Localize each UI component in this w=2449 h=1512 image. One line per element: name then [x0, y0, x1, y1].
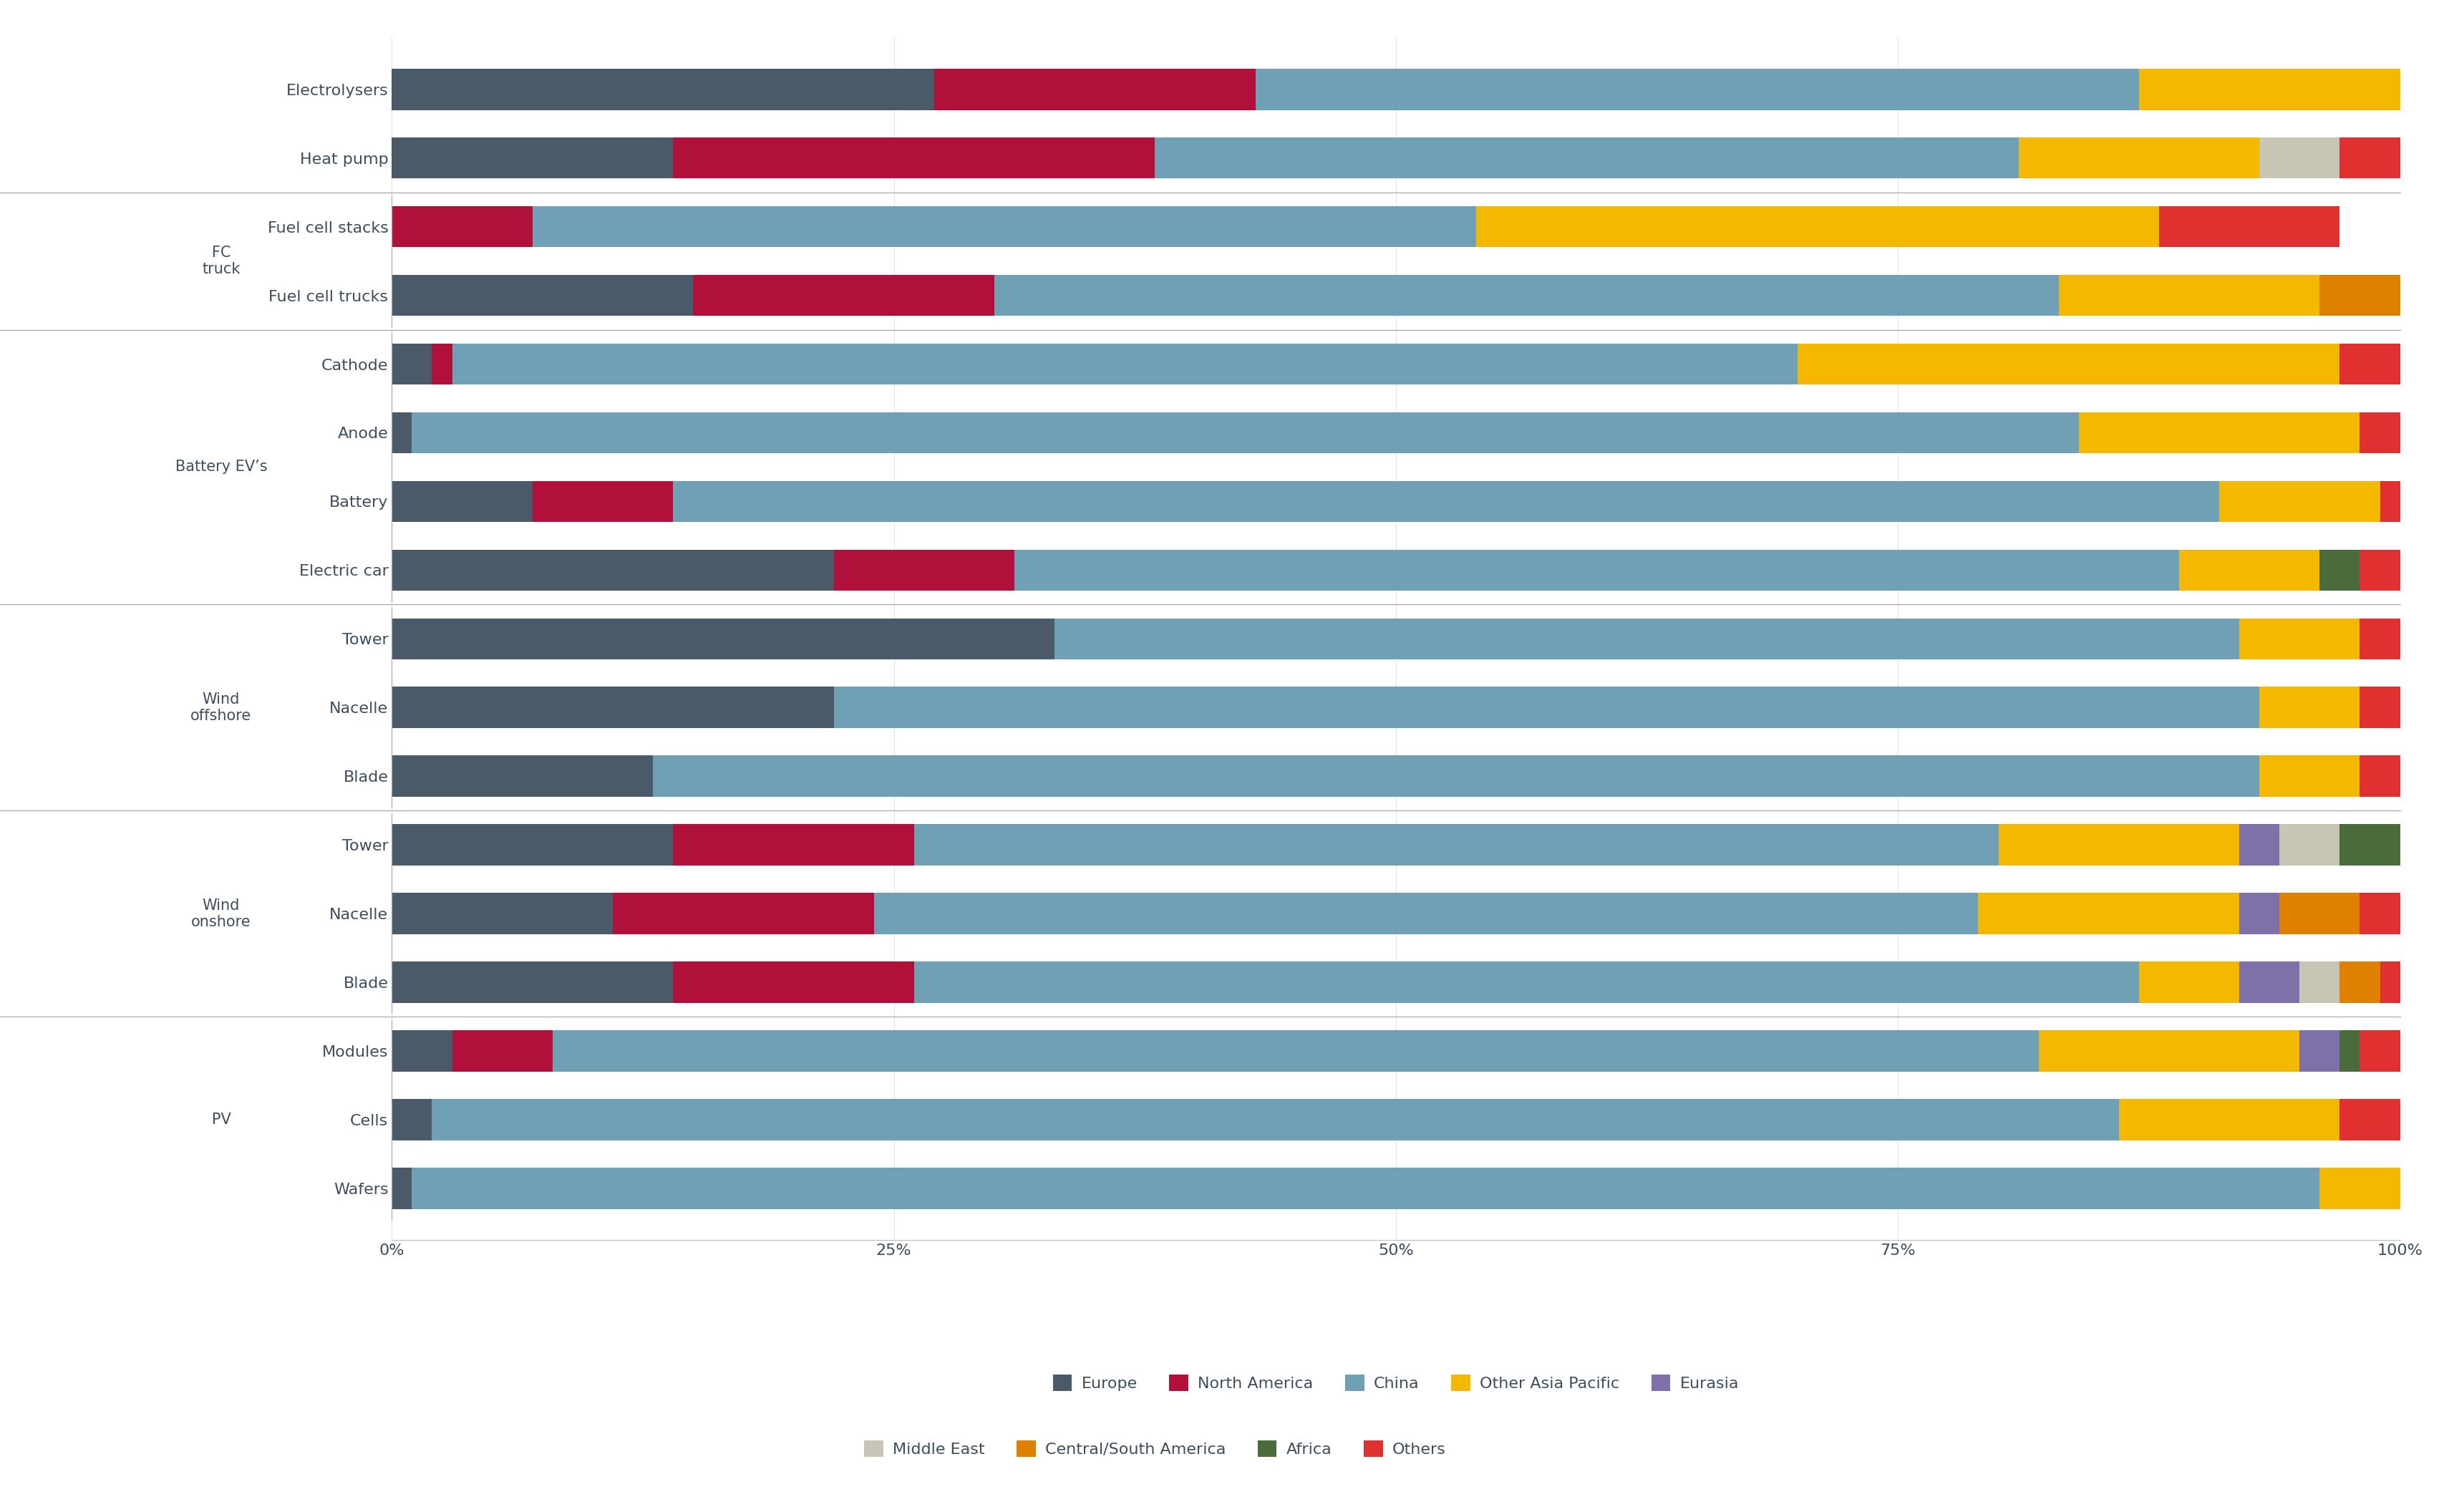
- Bar: [531, 206, 1477, 248]
- Bar: [2219, 481, 2380, 522]
- Bar: [2361, 618, 2400, 659]
- Bar: [392, 894, 612, 934]
- Bar: [392, 756, 654, 797]
- Bar: [994, 275, 2060, 316]
- Bar: [1477, 206, 2160, 248]
- Bar: [2018, 138, 2260, 178]
- Bar: [392, 1167, 411, 1210]
- Bar: [2138, 962, 2238, 1002]
- Bar: [2339, 962, 2380, 1002]
- Bar: [2180, 549, 2319, 591]
- Bar: [673, 481, 2219, 522]
- Bar: [2339, 343, 2400, 384]
- Bar: [2238, 962, 2300, 1002]
- Bar: [2339, 1099, 2400, 1140]
- Bar: [2260, 756, 2361, 797]
- Bar: [933, 68, 1256, 110]
- Bar: [531, 481, 673, 522]
- Bar: [673, 824, 913, 865]
- Bar: [2079, 413, 2361, 454]
- Bar: [453, 343, 1798, 384]
- Bar: [2319, 549, 2361, 591]
- Bar: [392, 413, 411, 454]
- Bar: [392, 549, 833, 591]
- Bar: [2300, 1030, 2339, 1072]
- Bar: [833, 686, 2260, 729]
- Bar: [2118, 1099, 2339, 1140]
- Bar: [392, 275, 693, 316]
- Bar: [392, 962, 673, 1002]
- Bar: [1979, 894, 2238, 934]
- Text: FC
truck: FC truck: [201, 245, 240, 277]
- Bar: [2339, 1030, 2361, 1072]
- Bar: [2160, 206, 2339, 248]
- Bar: [431, 343, 453, 384]
- Bar: [2361, 413, 2400, 454]
- Bar: [1014, 549, 2180, 591]
- Bar: [913, 962, 2138, 1002]
- Bar: [392, 343, 431, 384]
- Bar: [2060, 275, 2319, 316]
- Bar: [2319, 1167, 2400, 1210]
- Bar: [612, 894, 874, 934]
- Bar: [392, 824, 673, 865]
- Bar: [2361, 686, 2400, 729]
- Bar: [411, 1167, 2319, 1210]
- Bar: [2339, 138, 2400, 178]
- Bar: [833, 549, 1014, 591]
- Bar: [453, 1030, 553, 1072]
- Bar: [392, 618, 1056, 659]
- Bar: [2138, 68, 2400, 110]
- Bar: [2361, 549, 2400, 591]
- Text: PV: PV: [211, 1113, 230, 1126]
- Bar: [1998, 824, 2238, 865]
- Text: Wind
offshore: Wind offshore: [191, 692, 252, 723]
- Bar: [913, 824, 1998, 865]
- Bar: [411, 413, 2079, 454]
- Bar: [673, 962, 913, 1002]
- Text: Wind
onshore: Wind onshore: [191, 898, 252, 928]
- Legend: Middle East, Central/South America, Africa, Others: Middle East, Central/South America, Afri…: [857, 1433, 1452, 1464]
- Text: Battery EV’s: Battery EV’s: [176, 460, 267, 475]
- Bar: [1798, 343, 2339, 384]
- Bar: [392, 481, 531, 522]
- Bar: [2238, 894, 2280, 934]
- Bar: [392, 686, 833, 729]
- Bar: [2260, 686, 2361, 729]
- Bar: [654, 756, 2260, 797]
- Bar: [2300, 962, 2339, 1002]
- Bar: [392, 68, 933, 110]
- Bar: [693, 275, 994, 316]
- Bar: [2238, 824, 2280, 865]
- Bar: [2339, 824, 2400, 865]
- Bar: [1156, 138, 2018, 178]
- Bar: [2260, 138, 2339, 178]
- Bar: [392, 1030, 453, 1072]
- Bar: [1256, 68, 2138, 110]
- Bar: [2361, 1030, 2400, 1072]
- Bar: [392, 138, 673, 178]
- Bar: [2380, 481, 2400, 522]
- Bar: [392, 206, 531, 248]
- Bar: [2380, 962, 2400, 1002]
- Bar: [2238, 618, 2361, 659]
- Bar: [1056, 618, 2238, 659]
- Bar: [431, 1099, 2118, 1140]
- Bar: [392, 1099, 431, 1140]
- Bar: [874, 894, 1979, 934]
- Bar: [2280, 824, 2339, 865]
- Bar: [553, 1030, 2038, 1072]
- Bar: [2319, 275, 2400, 316]
- Bar: [2361, 756, 2400, 797]
- Bar: [2361, 894, 2400, 934]
- Bar: [2280, 894, 2361, 934]
- Bar: [673, 138, 1156, 178]
- Bar: [2038, 1030, 2300, 1072]
